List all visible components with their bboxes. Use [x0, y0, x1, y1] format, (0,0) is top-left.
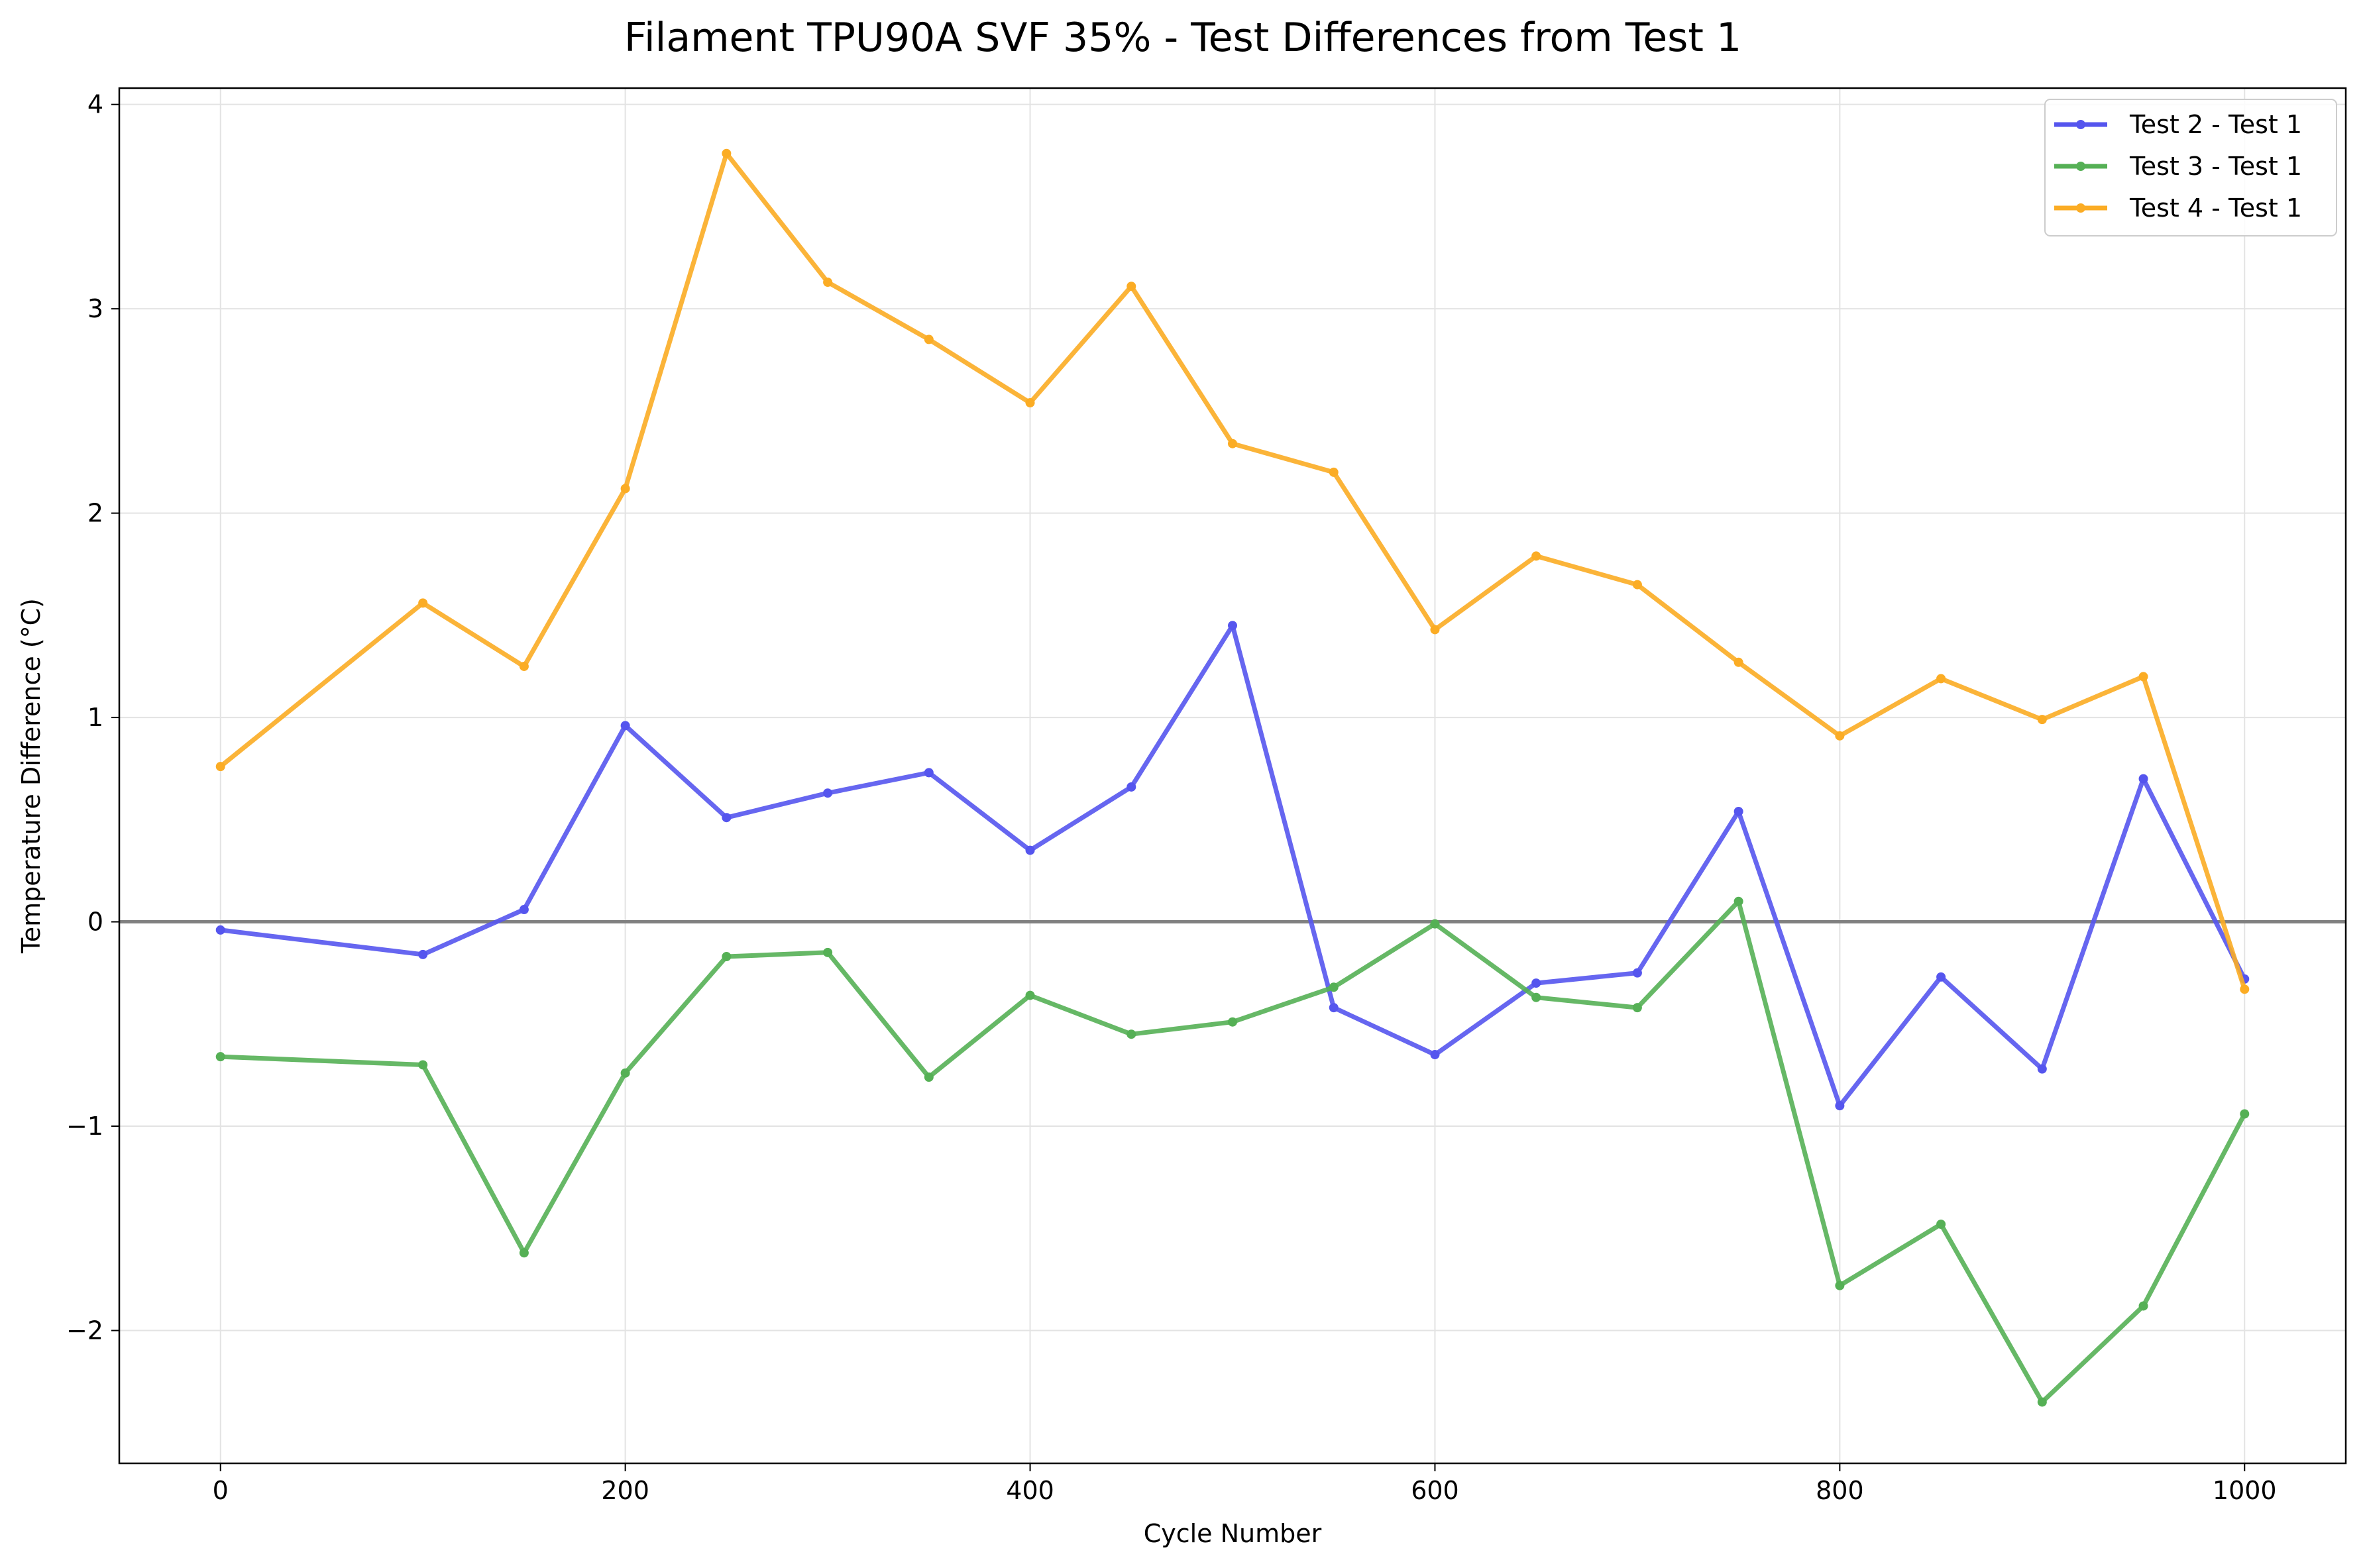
legend-label: Test 4 - Test 1 [2129, 193, 2302, 223]
data-point [1329, 982, 1339, 992]
x-tick-label: 1000 [2213, 1476, 2277, 1505]
legend-box [2044, 99, 2337, 236]
data-point [1835, 1281, 1845, 1290]
series-line [220, 899, 2247, 1404]
plot-area-frame [118, 87, 2347, 1465]
data-point [1430, 1050, 1440, 1060]
data-point [1127, 1029, 1136, 1039]
data-point [1936, 972, 1946, 982]
data-point [1733, 896, 1743, 906]
legend-swatch-marker [2076, 120, 2085, 129]
data-point [1531, 551, 1541, 561]
data-point [2037, 1064, 2047, 1074]
series-line [220, 623, 2247, 1108]
data-point [1329, 467, 1339, 477]
x-tick-label: 400 [1006, 1476, 1054, 1505]
data-point [823, 788, 833, 798]
data-point [1430, 625, 1440, 635]
data-point [215, 925, 225, 935]
data-point [1025, 845, 1035, 855]
x-tick-label: 0 [213, 1476, 229, 1505]
data-point [2138, 672, 2148, 682]
data-point [1835, 1101, 1845, 1111]
data-point [722, 148, 732, 158]
chart-title: Filament TPU90A SVF 35% - Test Differenc… [624, 15, 1741, 61]
data-point [620, 1068, 630, 1078]
y-tick-label: −2 [66, 1316, 103, 1345]
y-tick-label: 1 [87, 703, 103, 732]
data-point [418, 1060, 428, 1070]
series-line [219, 151, 2247, 990]
data-point [924, 335, 934, 344]
x-axis-label: Cycle Number [1144, 1519, 1322, 1548]
legend-swatch-marker [2076, 162, 2085, 171]
data-point [2240, 984, 2250, 994]
data-point [1228, 1017, 1237, 1027]
series-layer [215, 148, 2250, 1407]
data-point [722, 951, 732, 961]
series-4 [215, 148, 2250, 994]
data-point [1127, 282, 1136, 291]
x-tick-label: 600 [1411, 1476, 1459, 1505]
data-point [1531, 992, 1541, 1002]
y-tick-label: 2 [87, 499, 103, 528]
data-point [1430, 919, 1440, 929]
data-point [2138, 774, 2148, 784]
data-point [1936, 674, 1946, 684]
data-point [1025, 398, 1035, 408]
data-point [620, 484, 630, 494]
data-point [215, 1052, 225, 1062]
y-tick-label: 0 [87, 908, 103, 937]
data-point [1733, 806, 1743, 816]
data-point [2240, 1109, 2250, 1119]
data-point [519, 661, 529, 671]
y-tick-label: 3 [87, 294, 103, 323]
data-point [1632, 580, 1642, 590]
x-tick-label: 800 [1816, 1476, 1864, 1505]
data-point [1531, 978, 1541, 988]
series-2 [215, 621, 2250, 1111]
data-point [215, 762, 225, 772]
data-point [418, 598, 428, 608]
data-point [2037, 715, 2047, 725]
data-point [722, 813, 732, 823]
x-tick-label: 200 [601, 1476, 649, 1505]
data-point [1127, 782, 1136, 792]
data-point [519, 905, 529, 915]
data-point [1329, 1003, 1339, 1013]
legend-swatch-marker [2076, 203, 2085, 213]
data-point [620, 721, 630, 731]
y-axis-label: Temperature Difference (°C) [17, 598, 46, 954]
legend-label: Test 3 - Test 1 [2129, 152, 2302, 181]
data-point [823, 947, 833, 957]
data-point [519, 1248, 529, 1258]
data-point [1632, 1003, 1642, 1013]
data-point [2138, 1301, 2148, 1311]
data-point [1228, 621, 1237, 631]
legend-label: Test 2 - Test 1 [2129, 110, 2302, 139]
data-point [2037, 1397, 2047, 1407]
series-3 [215, 896, 2250, 1407]
data-point [823, 278, 833, 287]
data-point [418, 949, 428, 959]
y-tick-label: 4 [87, 90, 103, 119]
data-point [924, 768, 934, 778]
legend: Test 2 - Test 1 Test 3 - Test 1 Test 4 - T… [2044, 99, 2337, 236]
data-point [1228, 439, 1237, 448]
data-point [1025, 990, 1035, 1000]
axis-ticks: 0 200 400 600 800 1000 −2 −1 0 1 2 3 4 [66, 90, 2277, 1505]
data-point [924, 1072, 934, 1082]
data-point [1936, 1220, 1946, 1229]
data-point [1835, 731, 1845, 741]
data-point [1733, 657, 1743, 667]
y-tick-label: −1 [66, 1112, 103, 1141]
data-point [1632, 968, 1642, 978]
